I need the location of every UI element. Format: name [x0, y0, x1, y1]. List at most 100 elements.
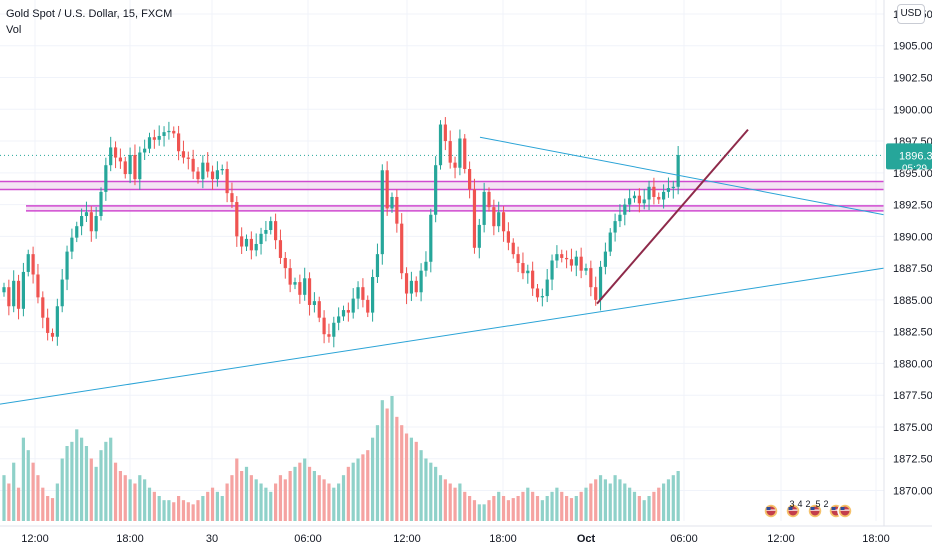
candle [613, 213, 617, 242]
volume-bar [642, 500, 646, 521]
volume-bar [201, 496, 205, 521]
volume-bar [468, 496, 472, 521]
candle [298, 274, 302, 304]
x-tick-label: 18:00 [862, 533, 890, 545]
volume-bar [526, 487, 530, 521]
volume-indicator-label[interactable]: Vol [6, 24, 22, 36]
candle [65, 245, 69, 291]
candle-body [162, 132, 166, 136]
currency-button[interactable]: USD [897, 4, 925, 24]
candle-body [259, 233, 263, 244]
candle [371, 269, 375, 322]
candle-body [584, 268, 588, 271]
volume-bar [109, 437, 113, 521]
volume-bar [351, 462, 355, 521]
candle [589, 260, 593, 297]
candle [482, 182, 486, 233]
candle-body [147, 137, 152, 149]
candle [385, 161, 389, 216]
volume-bar [235, 458, 239, 521]
volume-bar [55, 483, 59, 521]
candle [2, 282, 6, 297]
candle [375, 243, 380, 283]
candle [235, 196, 239, 247]
volume-bar [662, 483, 666, 521]
volume-bar [138, 475, 142, 521]
candle [506, 222, 510, 251]
volume-bar [434, 466, 438, 521]
candle [603, 242, 607, 275]
candle [647, 180, 651, 211]
candle [468, 161, 472, 199]
candle [12, 270, 16, 313]
candle [366, 295, 370, 318]
horizontal-zones [0, 154, 884, 212]
candle-body [608, 232, 612, 252]
candle [157, 125, 161, 146]
volume-bar [113, 462, 118, 521]
candle [438, 120, 443, 170]
candle [210, 165, 215, 190]
candle-body [652, 186, 656, 197]
x-tick-label: 18:00 [116, 533, 144, 545]
volume-bar [147, 487, 152, 521]
volume-bar [133, 483, 137, 521]
candle-body [264, 230, 268, 234]
volume-bar [118, 471, 122, 521]
candle [404, 267, 409, 305]
candle [395, 189, 399, 233]
candle [526, 264, 530, 284]
event-flag-icon[interactable] [837, 503, 853, 519]
candle [230, 182, 234, 209]
y-tick-label: 1895.00 [893, 168, 932, 180]
candle-body [113, 147, 118, 158]
candle-body [244, 238, 249, 247]
candle [540, 288, 544, 307]
candle-body [12, 280, 16, 307]
volume-bar [70, 441, 74, 521]
candle [249, 231, 253, 260]
support-zone-lower [26, 205, 884, 211]
volume-bar [409, 437, 413, 521]
candle-body [555, 254, 559, 261]
candle-body [99, 191, 103, 217]
candle-body [269, 221, 273, 231]
candle-body [671, 186, 675, 189]
candle-body [424, 261, 428, 271]
candle [220, 164, 224, 175]
volume-bar [579, 491, 583, 521]
event-flag-icon[interactable] [785, 503, 801, 519]
us-flag-canton [831, 507, 836, 510]
candle [94, 207, 98, 239]
candle-body [288, 268, 292, 285]
candle [531, 261, 535, 296]
candle [463, 134, 467, 174]
candle-body [380, 170, 384, 255]
candle [322, 310, 326, 344]
ascending-trendline [0, 267, 885, 405]
candle-body [477, 224, 481, 248]
candle [535, 284, 540, 302]
event-flag-icon[interactable] [807, 503, 823, 519]
candle-body [666, 188, 671, 192]
volume-bar [206, 491, 210, 521]
volume-bar [628, 487, 632, 521]
candle-body [2, 287, 6, 293]
volume-bar [196, 500, 200, 521]
event-flag-icon[interactable] [763, 503, 779, 519]
candle-body [7, 287, 11, 307]
volume-bar [560, 491, 564, 521]
volume-bar [288, 471, 292, 521]
candle [584, 263, 588, 276]
candle-body [118, 157, 122, 162]
volume-bar [36, 475, 40, 521]
volume-bar [375, 425, 380, 521]
candle [244, 234, 249, 251]
candle-body [526, 270, 530, 274]
candle [492, 199, 496, 236]
volume-bar [589, 483, 593, 521]
volume-bar [123, 475, 127, 521]
